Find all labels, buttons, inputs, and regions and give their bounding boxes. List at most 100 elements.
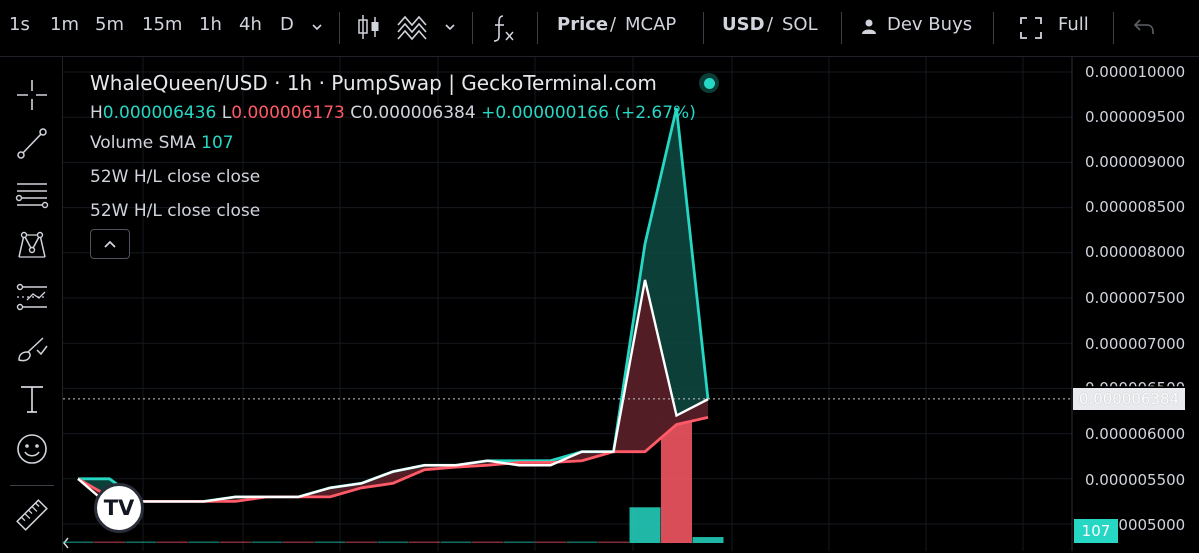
usd-toggle[interactable]: USD — [722, 14, 765, 35]
pattern-tool-icon[interactable] — [14, 227, 50, 263]
full-button[interactable]: Full — [1058, 14, 1089, 35]
volume-bar — [566, 541, 598, 543]
price-axis-tick: 0.000009500 — [1085, 108, 1186, 126]
fullscreen-icon[interactable] — [1019, 16, 1043, 45]
volume-bar — [409, 541, 440, 543]
price-chart[interactable] — [63, 57, 1199, 551]
user-icon — [862, 18, 876, 39]
volume-bar — [629, 507, 661, 543]
volume-value: 107 — [201, 133, 234, 153]
low-value: 0.000006173 — [231, 103, 345, 123]
interval-dropdown-chevron-icon[interactable] — [310, 18, 324, 39]
toolbar-divider — [703, 12, 704, 44]
emoji-icon[interactable] — [14, 431, 50, 467]
brush-icon[interactable] — [14, 331, 50, 367]
volume-bar — [377, 541, 409, 543]
interval-15m[interactable]: 15m — [142, 14, 183, 35]
chart-grid — [63, 57, 1073, 551]
change-value: +0.000000166 (+2.67%) — [481, 103, 696, 123]
price-axis-tick: 0.000010000 — [1085, 63, 1186, 81]
collapse-legend-button[interactable] — [90, 229, 130, 259]
sol-toggle[interactable]: SOL — [782, 14, 818, 35]
volume-bar — [188, 541, 220, 543]
fib-lines-icon[interactable] — [14, 177, 50, 213]
tradingview-logo[interactable]: TV — [94, 483, 144, 533]
volume-label: Volume SMA — [90, 133, 196, 153]
price-lines — [63, 107, 1072, 508]
close-label: C — [350, 103, 363, 123]
volume-bar — [346, 541, 377, 543]
price-axis-tick: 0.000005500 — [1085, 471, 1186, 489]
volume-axis-badge: 107 — [1074, 519, 1118, 543]
top-toolbar: 1s 1m 5m 15m 1h 4h D Price / MCAP USD / … — [0, 0, 1199, 57]
volume-bar — [125, 541, 157, 543]
dev-buys-toggle[interactable]: Dev Buys — [887, 14, 973, 35]
ruler-icon[interactable] — [14, 497, 50, 533]
slash-separator: / — [610, 14, 617, 35]
interval-5m[interactable]: 5m — [95, 14, 124, 35]
price-axis-tick: 0.000007500 — [1085, 289, 1186, 307]
interval-1h[interactable]: 1h — [199, 14, 222, 35]
volume-bar — [63, 541, 94, 543]
high-label: H — [90, 103, 103, 123]
volume-bar — [598, 541, 629, 543]
series-line-low — [77, 415, 709, 503]
volume-bar — [94, 541, 125, 543]
line-fills — [78, 108, 708, 506]
price-toggle[interactable]: Price — [557, 14, 609, 35]
volume-bar — [440, 541, 472, 543]
text-tool-icon[interactable] — [14, 381, 50, 417]
volume-bar — [220, 541, 251, 543]
chevron-up-icon — [104, 240, 116, 248]
volume-bar — [661, 420, 692, 543]
low-label: L — [221, 103, 232, 123]
volume-bar — [251, 541, 283, 543]
volume-bar — [283, 541, 314, 543]
crosshair-icon[interactable] — [14, 77, 50, 113]
chart-type-chevron-icon[interactable] — [443, 18, 457, 39]
volume-bar — [472, 541, 503, 543]
price-axis-tick: 0.000006500 — [1085, 379, 1185, 386]
interval-1m[interactable]: 1m — [50, 14, 79, 35]
price-axis-tick: 0.000007000 — [1085, 335, 1186, 353]
price-axis-tick: 0.000008500 — [1085, 198, 1186, 216]
toolbar-divider — [537, 12, 538, 44]
volume-legend[interactable]: Volume SMA 107 — [90, 133, 234, 153]
interval-d[interactable]: D — [280, 14, 294, 35]
toolbar-divider — [993, 12, 994, 44]
sidebar-divider — [10, 485, 54, 486]
price-axis-tick: 0.000009000 — [1085, 153, 1186, 171]
series-line-close — [77, 279, 709, 508]
toolbar-divider — [841, 12, 842, 44]
drawing-toolbar — [0, 57, 69, 551]
toolbar-divider — [339, 12, 340, 44]
volume-bar — [503, 541, 535, 543]
indicator-legend-2[interactable]: 52W H/L close close — [90, 201, 261, 221]
volume-bars — [63, 420, 724, 543]
lower-band-fill — [78, 279, 708, 506]
volume-bar — [314, 541, 346, 543]
formula-fx-icon[interactable] — [490, 12, 518, 49]
volume-bar — [692, 537, 724, 543]
indicators-icon[interactable] — [396, 13, 428, 48]
forecast-tool-icon[interactable] — [14, 279, 50, 315]
price-axis-tick: 0.000008000 — [1085, 243, 1186, 261]
toolbar-divider — [1113, 12, 1114, 44]
ohlc-legend: H0.000006436 L0.000006173 C0.000006384 +… — [90, 103, 696, 123]
volume-bar — [157, 541, 188, 543]
slash-separator: / — [767, 14, 774, 35]
mcap-toggle[interactable]: MCAP — [625, 14, 677, 35]
price-axis-tick: 0.000006000 — [1085, 425, 1186, 443]
chart-title: WhaleQueen/USD · 1h · PumpSwap | GeckoTe… — [90, 71, 657, 95]
candles-icon[interactable] — [356, 13, 382, 46]
interval-1s[interactable]: 1s — [9, 14, 30, 35]
toolbar-divider — [472, 12, 473, 44]
undo-icon[interactable] — [1133, 18, 1155, 41]
interval-4h[interactable]: 4h — [239, 14, 262, 35]
high-value: 0.000006436 — [102, 103, 217, 123]
market-status-dot-icon — [699, 73, 719, 93]
indicator-legend-1[interactable]: 52W H/L close close — [90, 167, 261, 187]
trend-line-icon[interactable] — [14, 125, 50, 161]
close-value: 0.000006384 — [362, 103, 476, 123]
volume-bar — [535, 541, 566, 543]
